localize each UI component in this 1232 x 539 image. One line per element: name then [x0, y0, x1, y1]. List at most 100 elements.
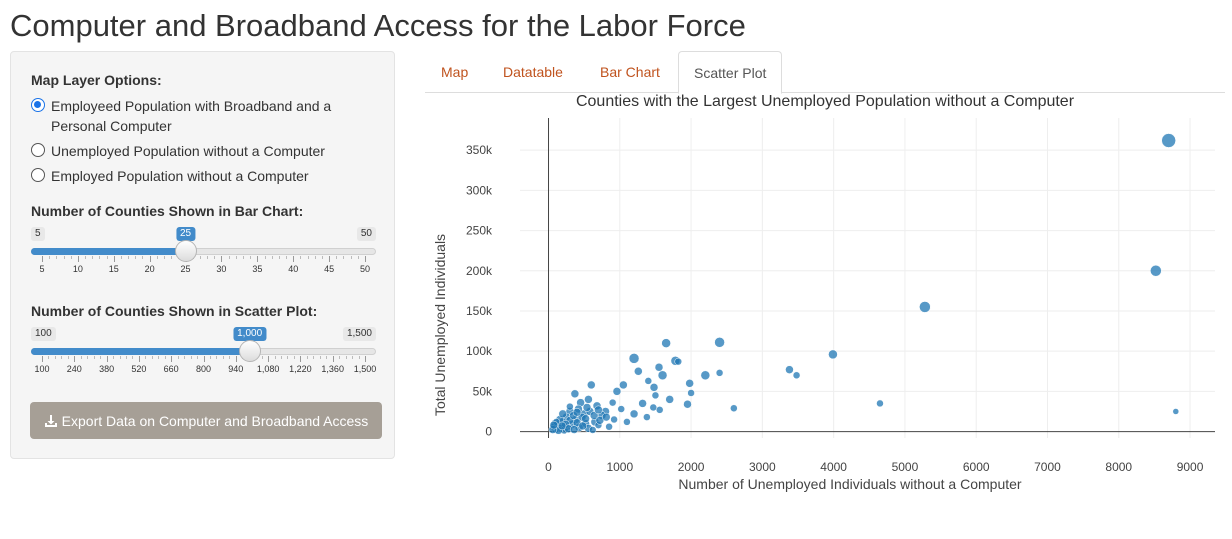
data-point[interactable] — [643, 413, 651, 421]
y-tick-label: 200k — [466, 264, 493, 278]
tab-map[interactable]: Map — [441, 64, 469, 80]
scatter-plot-counties-slider[interactable]: 100 1,500 1,000 100 240 380 520 660 800 940 1,0… — [31, 327, 376, 387]
data-point[interactable] — [587, 380, 596, 390]
data-point[interactable] — [557, 421, 567, 431]
data-point[interactable] — [610, 415, 618, 424]
data-point[interactable] — [876, 399, 884, 408]
data-point[interactable] — [687, 389, 695, 397]
slider-fill — [31, 248, 186, 255]
scatter-plot-chart[interactable]: Counties with the Largest Unemployed Pop… — [425, 88, 1225, 508]
data-point[interactable] — [582, 403, 592, 412]
data-point[interactable] — [665, 395, 674, 404]
data-point[interactable] — [1150, 265, 1162, 277]
data-point[interactable] — [619, 380, 628, 390]
data-point[interactable] — [700, 370, 711, 381]
slider-minor-tick — [306, 356, 308, 359]
slider-minor-tick — [171, 256, 173, 259]
radio-option-employed-no-computer[interactable]: Employed Population without a Computer — [31, 166, 351, 186]
slider-minor-tick — [120, 256, 122, 259]
data-point[interactable] — [1172, 408, 1180, 415]
slider-tick-label: 520 — [131, 364, 147, 374]
slider-tick-label: 5 — [39, 264, 45, 274]
data-point[interactable] — [617, 405, 625, 413]
data-point[interactable] — [685, 379, 694, 388]
x-tick-label: 6000 — [963, 460, 990, 474]
slider-major-tick — [149, 256, 151, 262]
data-point[interactable] — [588, 426, 597, 434]
bar-chart-counties-slider[interactable]: 5 50 25 5 10 15 20 25 30 35 40 45 50 — [31, 227, 376, 287]
data-point[interactable] — [570, 389, 580, 399]
data-point[interactable] — [558, 409, 568, 419]
radio-option-employed-broadband[interactable]: Employeed Population with Broadband and … — [31, 96, 351, 136]
data-point[interactable] — [661, 338, 671, 348]
data-point[interactable] — [623, 418, 631, 426]
slider-tick-label: 35 — [252, 264, 263, 274]
data-point[interactable] — [572, 408, 582, 417]
data-point[interactable] — [584, 395, 593, 404]
y-tick-label: 100k — [466, 344, 493, 358]
data-point[interactable] — [578, 421, 587, 431]
data-point[interactable] — [612, 387, 622, 396]
slider-minor-tick — [93, 356, 95, 359]
radio-button-checked[interactable] — [31, 98, 45, 112]
data-point[interactable] — [715, 369, 724, 377]
y-tick-label: 0 — [485, 425, 492, 439]
data-point[interactable] — [657, 370, 668, 381]
data-point[interactable] — [730, 404, 738, 413]
slider-minor-tick — [87, 356, 89, 359]
slider-major-tick — [221, 256, 223, 262]
data-point[interactable] — [581, 414, 590, 423]
radio-label: Employed Population without a Computer — [51, 168, 309, 184]
data-point[interactable] — [651, 391, 660, 400]
slider-minor-tick — [326, 356, 328, 359]
radio-button[interactable] — [31, 168, 45, 182]
data-point[interactable] — [1161, 133, 1176, 148]
slider-minor-tick — [278, 256, 280, 259]
data-point[interactable] — [566, 402, 574, 411]
data-point[interactable] — [792, 371, 801, 380]
slider-tick-label: 30 — [216, 264, 227, 274]
data-point[interactable] — [638, 399, 647, 408]
tab-datatable[interactable]: Datatable — [503, 64, 563, 80]
data-point[interactable] — [919, 301, 931, 313]
slider-tick-label: 660 — [163, 364, 179, 374]
slider-handle[interactable] — [238, 340, 261, 362]
radio-option-unemployed-no-computer[interactable]: Unemployed Population without a Computer — [31, 141, 351, 161]
slider-minor-tick — [264, 256, 266, 259]
data-point[interactable] — [674, 357, 682, 366]
slider-minor-tick — [271, 256, 273, 259]
slider-minor-tick — [132, 356, 134, 359]
data-point[interactable] — [569, 425, 579, 434]
data-point[interactable] — [655, 406, 664, 414]
data-point[interactable] — [594, 405, 603, 415]
data-point[interactable] — [714, 337, 725, 348]
data-point[interactable] — [634, 367, 643, 376]
slider-minor-tick — [343, 256, 345, 259]
y-tick-label: 300k — [466, 183, 493, 197]
data-point[interactable] — [683, 399, 692, 409]
data-point[interactable] — [628, 353, 640, 364]
export-data-button[interactable]: Export Data on Computer and Broadband Ac… — [30, 402, 382, 439]
slider-handle[interactable] — [174, 240, 197, 262]
slider-minor-tick — [128, 256, 130, 259]
slider-minor-tick — [92, 256, 94, 259]
chart-points[interactable] — [548, 133, 1180, 435]
data-point[interactable] — [605, 422, 613, 431]
data-point[interactable] — [629, 409, 639, 419]
data-point[interactable] — [549, 420, 559, 430]
data-point[interactable] — [654, 362, 664, 372]
data-point[interactable] — [828, 349, 838, 360]
data-point[interactable] — [608, 398, 617, 407]
data-point[interactable] — [785, 365, 794, 374]
radio-button[interactable] — [31, 143, 45, 157]
slider-tick-label: 1,360 — [321, 364, 344, 374]
data-point[interactable] — [649, 383, 659, 392]
slider-minor-tick — [113, 356, 115, 359]
data-point[interactable] — [649, 403, 658, 412]
data-point[interactable] — [602, 412, 611, 422]
tab-bar-chart[interactable]: Bar Chart — [600, 64, 660, 80]
tab-scatter-plot[interactable]: Scatter Plot — [678, 51, 783, 94]
slider-minor-tick — [229, 356, 231, 359]
data-point[interactable] — [644, 377, 653, 385]
data-point[interactable] — [589, 411, 599, 420]
